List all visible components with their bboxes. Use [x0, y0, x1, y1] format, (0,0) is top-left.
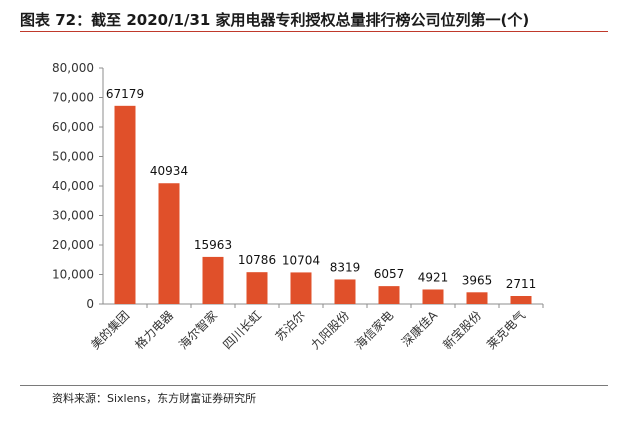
y-tick-label: 30,000 — [52, 209, 94, 223]
y-tick-label: 10,000 — [52, 268, 94, 282]
data-label: 8319 — [330, 260, 361, 274]
bars — [114, 105, 532, 304]
y-tick-label: 0 — [86, 297, 94, 311]
y-tick-label: 50,000 — [52, 150, 94, 164]
bar — [334, 279, 356, 304]
y-tick-label: 70,000 — [52, 91, 94, 105]
data-label: 10704 — [282, 253, 320, 267]
x-tick-label: 苏泊尔 — [272, 308, 308, 344]
bar — [202, 256, 224, 304]
data-label: 6057 — [374, 267, 405, 281]
data-label: 3965 — [462, 273, 493, 287]
x-tick-label: 莱克电气 — [484, 308, 529, 353]
figure-title: 图表 72：截至 2020/1/31 家用电器专利授权总量排行榜公司位列第一(个… — [20, 11, 530, 29]
source-note: 资料来源：Sixlens，东方财富证券研究所 — [52, 392, 257, 405]
x-tick-label: 新宝股份 — [440, 308, 485, 353]
x-tick-label: 四川长虹 — [220, 308, 264, 352]
data-label: 67179 — [106, 87, 144, 101]
x-tick-label: 海信家电 — [352, 308, 397, 353]
bar — [422, 289, 444, 304]
data-labels: 67179 40934 15963 10786 10704 8319 6057 4921 396… — [106, 87, 536, 291]
bar-chart: 0 10,000 20,000 30,000 40,000 50,000 60,000 70,… — [52, 61, 544, 353]
x-tick-label: 海尔智家 — [176, 308, 221, 353]
bar — [290, 272, 312, 304]
bar — [246, 272, 268, 304]
y-tick-label: 40,000 — [52, 179, 94, 193]
x-tick-label: 美的集团 — [88, 308, 133, 353]
data-label: 15963 — [194, 238, 232, 252]
x-axis-ticks: 美的集团 格力电器 海尔智家 四川长虹 苏泊尔 九阳股份 海信家电 深康佳A 新宝股份 莱克电气 — [88, 304, 544, 353]
y-axis-ticks: 0 10,000 20,000 30,000 40,000 50,000 60,000 70,… — [52, 61, 103, 311]
bar — [378, 286, 400, 304]
y-tick-label: 60,000 — [52, 120, 94, 134]
x-tick-label: 深康佳A — [398, 307, 440, 349]
x-tick-label: 九阳股份 — [308, 308, 352, 352]
data-label: 40934 — [150, 164, 188, 178]
data-label: 10786 — [238, 253, 276, 267]
bar — [510, 296, 532, 304]
data-label: 2711 — [506, 277, 537, 291]
bar — [466, 292, 488, 304]
data-label: 4921 — [418, 270, 449, 284]
title-rule — [20, 31, 608, 32]
bar — [158, 183, 180, 304]
bar — [114, 105, 136, 304]
y-tick-label: 20,000 — [52, 238, 94, 252]
y-tick-label: 80,000 — [52, 61, 94, 75]
x-tick-label: 格力电器 — [132, 308, 177, 353]
footer-rule — [20, 385, 608, 386]
